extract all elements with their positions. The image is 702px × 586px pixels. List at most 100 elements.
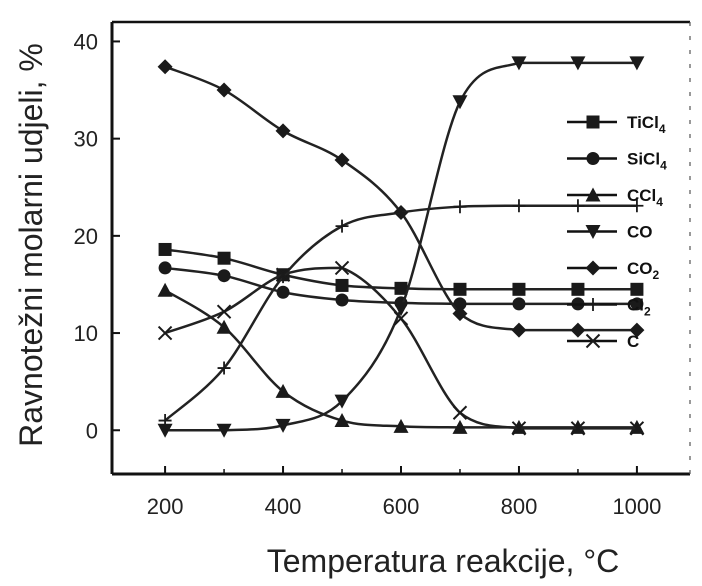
data-point-cl2 xyxy=(394,206,408,220)
data-point-co xyxy=(570,56,586,71)
y-tick-label: 0 xyxy=(86,418,98,443)
data-point-co xyxy=(393,302,409,317)
legend-item-ccl4: CCl4 xyxy=(567,186,663,209)
x-tick-label: 600 xyxy=(383,494,420,519)
data-point-cl2 xyxy=(453,200,467,214)
series-c xyxy=(157,260,645,436)
data-point-sicl4 xyxy=(453,297,467,311)
data-point-co2 xyxy=(511,322,527,338)
y-tick-label: 10 xyxy=(74,321,98,346)
data-point-sicl4 xyxy=(512,297,526,311)
legend-item-ticl4: TiCl4 xyxy=(567,113,666,136)
data-point-ccl4 xyxy=(570,419,586,434)
data-point-co xyxy=(511,56,527,71)
legend-marker-ccl4 xyxy=(585,187,601,202)
data-point-ccl4 xyxy=(157,282,173,297)
data-point-ticl4 xyxy=(453,282,467,296)
data-point-c xyxy=(275,267,291,282)
data-point-co xyxy=(275,418,291,433)
series-line-co xyxy=(165,61,637,432)
legend-marker-ticl4 xyxy=(586,115,600,129)
data-point-cl2 xyxy=(512,199,526,213)
data-point-co2 xyxy=(275,123,291,139)
legend-label: Cl2 xyxy=(627,296,651,319)
data-point-sicl4 xyxy=(630,297,644,311)
data-point-c xyxy=(393,311,409,326)
y-tick-label: 20 xyxy=(74,224,98,249)
legend-label: SiCl4 xyxy=(627,150,667,173)
data-point-ticl4 xyxy=(571,282,585,296)
data-point-ticl4 xyxy=(394,281,408,295)
data-point-c xyxy=(570,421,586,436)
data-point-sicl4 xyxy=(217,269,231,283)
data-point-co2 xyxy=(570,322,586,338)
legend-marker-cl2 xyxy=(586,298,600,311)
data-point-c xyxy=(629,421,645,436)
data-point-c xyxy=(157,325,173,341)
data-point-cl2 xyxy=(335,219,349,233)
y-tick-label: 40 xyxy=(74,29,98,54)
data-point-co2 xyxy=(334,152,350,168)
data-point-co xyxy=(216,423,232,438)
data-point-c xyxy=(452,405,468,420)
x-tick-label: 200 xyxy=(147,494,184,519)
x-axis-label-text: Temperatura reakcije, xyxy=(267,543,584,579)
legend-item-co2: CO2 xyxy=(567,259,660,282)
data-point-ccl4 xyxy=(393,418,409,433)
data-point-sicl4 xyxy=(335,293,349,307)
legend-label: CCl4 xyxy=(627,186,663,209)
data-point-co2 xyxy=(157,59,173,75)
legend-label: C xyxy=(627,332,639,351)
data-point-co2 xyxy=(216,82,232,98)
data-point-c xyxy=(511,421,527,436)
data-point-cl2 xyxy=(630,199,644,213)
legend-label: CO2 xyxy=(627,259,660,282)
data-point-ticl4 xyxy=(512,282,526,296)
legend-marker-c xyxy=(585,333,601,349)
y-axis-label: Ravnotežni molarni udjeli, % xyxy=(13,43,49,447)
data-point-ccl4 xyxy=(334,413,350,428)
legend-marker-co2 xyxy=(585,260,601,276)
data-point-co xyxy=(452,95,468,110)
legend-item-co: CO xyxy=(567,223,653,242)
axes: 0 10 20 30 40 200 400 600 800 1000 xyxy=(74,20,691,519)
series-co2 xyxy=(157,59,645,338)
data-point-ccl4 xyxy=(275,383,291,398)
series-cl2 xyxy=(158,199,644,428)
legend-marker-co xyxy=(585,225,601,239)
data-point-co xyxy=(629,56,645,71)
series-co xyxy=(157,56,645,438)
x-axis-label: Temperatura reakcije, °C xyxy=(267,543,619,579)
data-point-co xyxy=(334,394,350,409)
data-point-ticl4 xyxy=(158,242,172,256)
data-point-co2 xyxy=(629,322,645,338)
x-tick-label: 400 xyxy=(265,494,302,519)
data-point-cl2 xyxy=(217,361,231,375)
legend-label: CO xyxy=(627,223,653,242)
legend-label: TiCl4 xyxy=(627,113,666,136)
series-line-cl2 xyxy=(164,204,637,422)
data-point-ccl4 xyxy=(216,319,232,334)
data-point-c xyxy=(334,260,350,276)
legend-item-sicl4: SiCl4 xyxy=(567,150,667,173)
legend-marker-sicl4 xyxy=(586,152,600,165)
data-point-sicl4 xyxy=(158,261,172,275)
data-point-c xyxy=(216,304,232,319)
data-point-ticl4 xyxy=(217,251,231,265)
data-point-co2 xyxy=(452,306,468,322)
x-tick-label: 1000 xyxy=(612,494,661,519)
legend: TiCl4 SiCl4 CCl4 CO CO2 Cl2 C xyxy=(567,113,667,351)
x-axis-label-unit: °C xyxy=(583,543,619,579)
series-ticl4 xyxy=(158,242,644,296)
legend-item-cl2: Cl2 xyxy=(567,296,651,319)
x-tick-label: 800 xyxy=(501,494,538,519)
data-point-cl2 xyxy=(571,199,585,213)
legend-item-c: C xyxy=(567,332,639,351)
data-point-co xyxy=(157,423,173,438)
series-layer xyxy=(157,56,645,438)
data-point-ticl4 xyxy=(335,278,349,292)
data-point-ticl4 xyxy=(630,282,644,296)
data-point-cl2 xyxy=(158,414,172,428)
y-tick-label: 30 xyxy=(74,127,98,152)
